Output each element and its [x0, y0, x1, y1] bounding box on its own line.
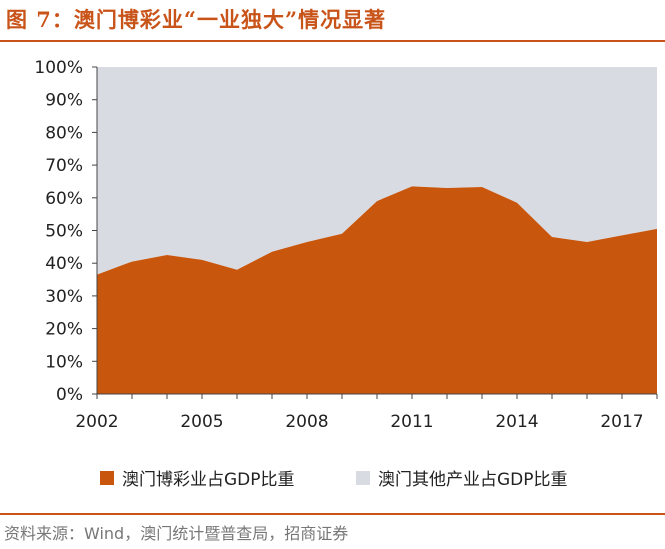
x-tick-label: 2005: [180, 412, 223, 432]
series-area-gaming: [97, 186, 657, 394]
y-tick-label: 20%: [45, 320, 83, 340]
x-tick-label: 2011: [390, 412, 433, 432]
legend-item-other: 澳门其他产业占GDP比重: [356, 465, 568, 490]
title-divider: [0, 40, 665, 42]
y-tick-label: 70%: [45, 156, 83, 176]
x-tick-label: 2017: [600, 412, 643, 432]
y-tick-label: 40%: [45, 254, 83, 274]
y-tick-label: 80%: [45, 123, 83, 143]
x-tick-label: 2002: [75, 412, 118, 432]
x-tick-label: 2014: [495, 412, 538, 432]
series-area-other: [97, 67, 657, 275]
y-tick-label: 90%: [45, 91, 83, 111]
y-tick-label: 0%: [56, 385, 83, 405]
y-tick-label: 30%: [45, 287, 83, 307]
area-chart: 0% 10% 20% 30% 40% 50% 60% 70% 80% 90% 100% 2002 200…: [34, 58, 658, 432]
chart-title: 图 7：澳门博彩业“一业独大”情况显著: [6, 7, 387, 32]
legend-item-gaming: 澳门博彩业占GDP比重: [100, 465, 295, 490]
y-tick-label: 60%: [45, 189, 83, 209]
legend-label-other: 澳门其他产业占GDP比重: [378, 470, 568, 490]
source-note: 资料来源：Wind，澳门统计暨普查局，招商证券: [4, 524, 349, 543]
x-tick-label: 2008: [285, 412, 328, 432]
y-tick-label: 100%: [34, 58, 83, 78]
legend-swatch-other: [356, 470, 370, 485]
y-tick-label: 50%: [45, 222, 83, 242]
legend-label-gaming: 澳门博彩业占GDP比重: [122, 470, 295, 490]
source-divider: [0, 513, 665, 515]
legend-swatch-gaming: [100, 470, 114, 485]
y-tick-label: 10%: [45, 352, 83, 372]
